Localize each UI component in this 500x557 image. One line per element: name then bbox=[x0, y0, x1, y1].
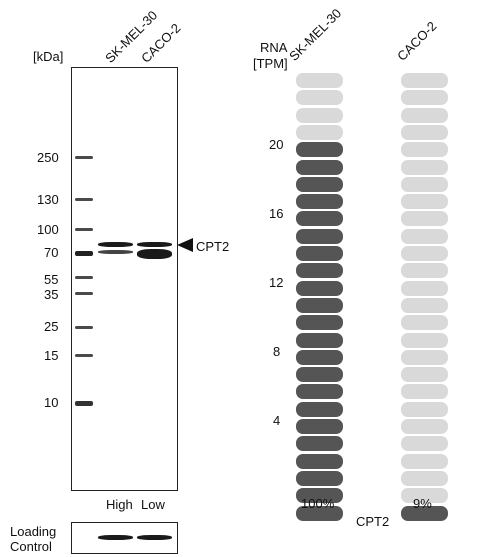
rna-sk-mel-30-pill bbox=[296, 470, 343, 486]
rna-caco-2-pill bbox=[401, 315, 448, 331]
rna-sk-mel-30-pill bbox=[296, 349, 343, 365]
marker-label-130: 130 bbox=[37, 192, 59, 207]
rna-percent-sk-mel-30: 100% bbox=[301, 496, 335, 511]
loading-control-blot bbox=[71, 522, 178, 554]
marker-label-100: 100 bbox=[37, 222, 59, 237]
rna-caco-2-pill bbox=[401, 419, 448, 434]
rna-sk-mel-30-pill bbox=[296, 228, 343, 244]
rna-caco-2-pill bbox=[401, 367, 448, 383]
marker-label-55: 55 bbox=[44, 272, 59, 287]
marker-label-15: 15 bbox=[44, 348, 59, 363]
rna-sk-mel-30-pill bbox=[296, 263, 343, 279]
rna-tick-12: 12 bbox=[269, 275, 284, 290]
ladder-band-10 bbox=[75, 401, 93, 406]
ladder-band-55 bbox=[75, 276, 93, 279]
ladder-band-250 bbox=[75, 156, 93, 159]
rna-caco-2-pill bbox=[401, 470, 448, 486]
caco-2-band-lower bbox=[137, 249, 172, 259]
rna-caco-2-pill bbox=[401, 384, 448, 400]
rna-tick-8: 8 bbox=[273, 344, 281, 359]
expression-label-low: Low bbox=[141, 497, 165, 512]
rna-caco-2-pill bbox=[401, 488, 448, 504]
rna-tick-16: 16 bbox=[269, 206, 284, 221]
rna-caco-2-pill bbox=[401, 349, 448, 365]
rna-caco-2-pill bbox=[401, 159, 448, 175]
rna-caco-2-pill bbox=[401, 280, 448, 296]
rna-column-caco-2 bbox=[401, 73, 449, 521]
rna-percent-caco-2: 9% bbox=[413, 496, 432, 511]
rna-cell-line-label-caco-2: CACO-2 bbox=[394, 18, 440, 64]
rna-sk-mel-30-pill bbox=[296, 332, 343, 348]
marker-label-70: 70 bbox=[44, 245, 59, 260]
rna-sk-mel-30-pill bbox=[296, 211, 343, 227]
rna-sk-mel-30-pill bbox=[296, 159, 343, 175]
rna-caco-2-pill bbox=[401, 73, 448, 88]
rna-sk-mel-30-pill bbox=[296, 384, 343, 400]
rna-sk-mel-30-pill bbox=[296, 142, 343, 158]
rna-caco-2-pill bbox=[401, 401, 448, 417]
rna-caco-2-pill bbox=[401, 194, 448, 210]
rna-caco-2-pill bbox=[401, 176, 448, 192]
rna-caco-2-pill bbox=[401, 505, 448, 521]
ladder-band-25 bbox=[75, 326, 93, 329]
ladder-band-130 bbox=[75, 198, 93, 201]
marker-label-25: 25 bbox=[44, 319, 59, 334]
caco-2-band-upper bbox=[137, 242, 172, 247]
loading-control-label-line-2: Control bbox=[10, 539, 52, 554]
rna-caco-2-pill bbox=[401, 90, 448, 106]
rna-tick-20: 20 bbox=[269, 137, 284, 152]
kda-unit-label: [kDa] bbox=[33, 49, 64, 64]
rna-caco-2-pill bbox=[401, 246, 448, 261]
loading-control-band-caco-2 bbox=[137, 535, 172, 540]
rna-sk-mel-30-pill bbox=[296, 297, 343, 313]
rna-caco-2-pill bbox=[401, 107, 448, 123]
target-protein-label: CPT2 bbox=[196, 239, 230, 254]
rna-sk-mel-30-pill bbox=[296, 176, 343, 192]
ladder-band-15 bbox=[75, 354, 93, 357]
rna-sk-mel-30-pill bbox=[296, 367, 343, 383]
marker-label-35: 35 bbox=[44, 287, 59, 302]
rna-caco-2-pill bbox=[401, 332, 448, 348]
rna-sk-mel-30-pill bbox=[296, 90, 343, 106]
rna-cell-line-label-sk-mel-30: SK-MEL-30 bbox=[286, 5, 345, 64]
rna-caco-2-pill bbox=[401, 436, 448, 452]
rna-sk-mel-30-pill bbox=[296, 107, 343, 123]
target-arrow-icon bbox=[177, 238, 193, 252]
rna-sk-mel-30-pill bbox=[296, 505, 343, 521]
ladder-band-35 bbox=[75, 292, 93, 295]
loading-control-label-line-1: Loading bbox=[10, 524, 57, 539]
ladder-band-70 bbox=[75, 251, 93, 256]
sk-mel-30-band-lower bbox=[98, 250, 133, 254]
rna-caco-2-pill bbox=[401, 297, 448, 313]
rna-sk-mel-30-pill bbox=[296, 453, 343, 469]
rna-caco-2-pill bbox=[401, 142, 448, 158]
loading-control-band-sk-mel-30 bbox=[98, 535, 133, 540]
rna-sk-mel-30-pill bbox=[296, 488, 343, 504]
rna-caco-2-pill bbox=[401, 228, 448, 244]
marker-label-250: 250 bbox=[37, 150, 59, 165]
rna-tick-4: 4 bbox=[273, 413, 281, 428]
rna-caco-2-pill bbox=[401, 211, 448, 227]
rna-caco-2-pill bbox=[401, 124, 448, 140]
sk-mel-30-band-upper bbox=[98, 242, 133, 247]
rna-caco-2-pill bbox=[401, 263, 448, 279]
rna-sk-mel-30-pill bbox=[296, 401, 343, 417]
ladder-band-100 bbox=[75, 228, 93, 231]
rna-header-line-2: [TPM] bbox=[253, 56, 288, 71]
rna-sk-mel-30-pill bbox=[296, 246, 343, 261]
rna-header-line-1: RNA bbox=[260, 40, 288, 55]
rna-gene-label: CPT2 bbox=[356, 514, 390, 529]
rna-caco-2-pill bbox=[401, 453, 448, 469]
rna-sk-mel-30-pill bbox=[296, 436, 343, 452]
rna-sk-mel-30-pill bbox=[296, 73, 343, 88]
rna-sk-mel-30-pill bbox=[296, 280, 343, 296]
rna-column-sk-mel-30 bbox=[296, 73, 344, 521]
western-blot-image bbox=[71, 67, 178, 491]
rna-sk-mel-30-pill bbox=[296, 315, 343, 331]
rna-sk-mel-30-pill bbox=[296, 419, 343, 434]
rna-sk-mel-30-pill bbox=[296, 124, 343, 140]
rna-sk-mel-30-pill bbox=[296, 194, 343, 210]
marker-label-10: 10 bbox=[44, 395, 59, 410]
expression-label-high: High bbox=[106, 497, 133, 512]
